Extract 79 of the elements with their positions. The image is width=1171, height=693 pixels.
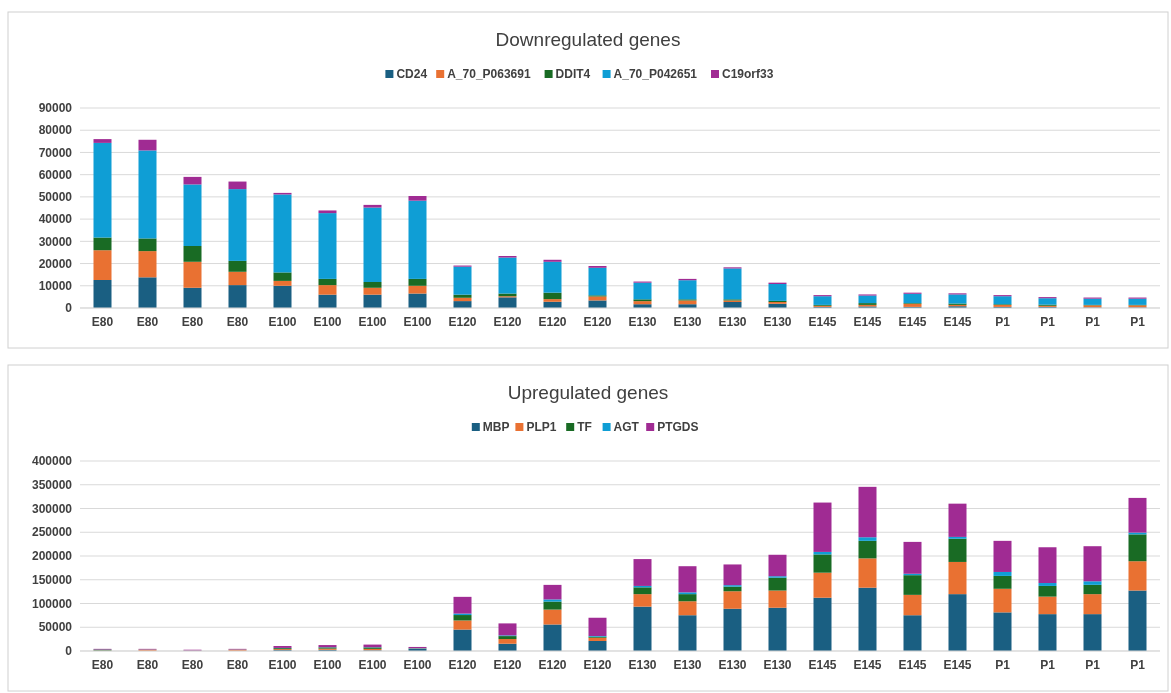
- y-tick-label: 50000: [38, 620, 73, 635]
- x-tick-label: E120: [583, 315, 612, 329]
- x-tick-label: P1: [1085, 315, 1101, 329]
- chart-title: Downregulated genes: [495, 29, 681, 50]
- x-tick-label: E100: [358, 658, 387, 672]
- x-tick-label: P1: [995, 658, 1011, 672]
- y-tick-label: 400000: [31, 454, 73, 469]
- x-tick-label: E120: [493, 658, 522, 672]
- x-tick-label: P1: [1085, 658, 1101, 672]
- x-tick-label: P1: [1040, 658, 1056, 672]
- x-tick-label: E80: [91, 315, 114, 329]
- y-tick-label: 350000: [31, 477, 73, 492]
- x-tick-label: E120: [538, 658, 567, 672]
- x-tick-label: E100: [268, 658, 297, 672]
- y-tick-label: 0: [65, 301, 73, 316]
- x-tick-label: E80: [136, 315, 159, 329]
- x-tick-label: E145: [853, 315, 882, 329]
- x-tick-label: E145: [898, 315, 927, 329]
- y-tick-label: 10000: [38, 278, 73, 293]
- x-tick-label: E130: [628, 658, 657, 672]
- x-tick-label: P1: [1130, 315, 1146, 329]
- x-tick-label: E145: [808, 658, 837, 672]
- legend-label: TF: [577, 420, 592, 434]
- x-tick-label: E100: [313, 658, 342, 672]
- chart-title: Upregulated genes: [507, 382, 669, 403]
- legend-label: DDIT4: [555, 67, 591, 81]
- x-tick-label: E120: [583, 658, 612, 672]
- y-tick-label: 100000: [31, 596, 73, 611]
- x-tick-label: E130: [628, 315, 657, 329]
- y-tick-label: 0: [65, 644, 73, 659]
- x-tick-label: E100: [313, 315, 342, 329]
- x-tick-label: E145: [898, 658, 927, 672]
- x-tick-label: E130: [763, 315, 792, 329]
- x-tick-label: E80: [91, 658, 114, 672]
- x-tick-label: E130: [763, 658, 792, 672]
- y-tick-label: 40000: [38, 212, 73, 227]
- y-tick-label: 20000: [38, 256, 73, 271]
- x-tick-label: E80: [226, 315, 249, 329]
- x-tick-label: P1: [1130, 658, 1146, 672]
- x-tick-label: E100: [403, 658, 432, 672]
- y-tick-label: 200000: [31, 549, 73, 564]
- y-tick-label: 50000: [38, 190, 73, 205]
- legend-label: PLP1: [526, 420, 557, 434]
- x-tick-label: E80: [181, 658, 204, 672]
- x-tick-label: P1: [995, 315, 1011, 329]
- legend-label: AGT: [613, 420, 640, 434]
- legend-label: MBP: [482, 420, 510, 434]
- x-tick-label: E120: [448, 658, 477, 672]
- x-tick-label: E145: [853, 658, 882, 672]
- x-tick-label: E120: [538, 315, 567, 329]
- x-tick-label: E130: [718, 315, 747, 329]
- x-tick-label: E80: [181, 315, 204, 329]
- y-tick-label: 300000: [31, 501, 73, 516]
- legend-label: PTGDS: [657, 420, 699, 434]
- legend-label: C19orf33: [722, 67, 774, 81]
- y-tick-label: 70000: [38, 145, 73, 160]
- y-tick-label: 150000: [31, 572, 73, 587]
- x-tick-label: E145: [943, 315, 972, 329]
- x-tick-label: E145: [943, 658, 972, 672]
- x-tick-label: E100: [358, 315, 387, 329]
- x-tick-label: E145: [808, 315, 837, 329]
- x-tick-label: E100: [268, 315, 297, 329]
- legend-label: CD24: [396, 67, 428, 81]
- x-tick-label: E80: [226, 658, 249, 672]
- x-tick-label: E130: [673, 658, 702, 672]
- y-tick-label: 250000: [31, 525, 73, 540]
- y-tick-label: 60000: [38, 167, 73, 182]
- x-tick-label: E100: [403, 315, 432, 329]
- x-tick-label: E130: [673, 315, 702, 329]
- x-tick-label: P1: [1040, 315, 1056, 329]
- x-tick-label: E130: [718, 658, 747, 672]
- y-tick-label: 90000: [38, 101, 73, 116]
- legend-label: A_70_P042651: [613, 67, 698, 81]
- legend-label: A_70_P063691: [447, 67, 531, 81]
- x-tick-label: E120: [493, 315, 522, 329]
- x-tick-label: E120: [448, 315, 477, 329]
- y-tick-label: 30000: [38, 234, 73, 249]
- y-tick-label: 80000: [38, 123, 73, 138]
- x-tick-label: E80: [136, 658, 159, 672]
